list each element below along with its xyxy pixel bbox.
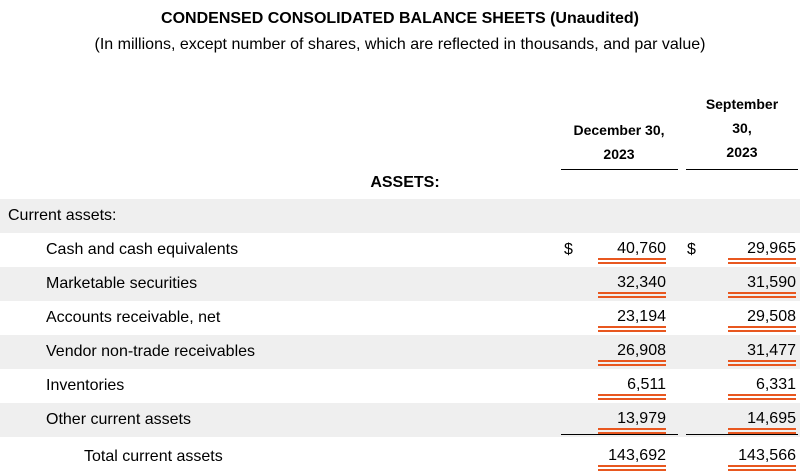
row-label: Marketable securities	[46, 275, 198, 292]
value-text: 29,965	[747, 240, 796, 257]
value-text: 6,511	[627, 376, 666, 393]
value-september: 6,331	[728, 374, 796, 400]
value-december: 40,760	[598, 238, 666, 264]
value-text: 143,566	[738, 447, 796, 464]
value-text: 23,194	[617, 308, 666, 325]
value-december: 143,692	[598, 445, 666, 471]
table-row-current-assets: Current assets:	[0, 199, 800, 233]
table-row-accounts-receivable: Accounts receivable, net 23,194 29,508	[0, 301, 800, 335]
statement-subtitle: (In millions, except number of shares, w…	[94, 36, 706, 53]
value-december: 6,511	[598, 374, 666, 400]
table-row-vendor-receivables: Vendor non-trade receivables 26,908 31,4…	[0, 335, 800, 369]
value-december: 13,979	[598, 408, 666, 434]
value-text: 6,331	[755, 376, 796, 393]
value-text: 32,340	[617, 274, 666, 291]
row-label: Other current assets	[46, 411, 191, 428]
currency-symbol-december: $	[564, 241, 573, 258]
value-text: 31,477	[747, 342, 796, 359]
table-row-marketable-securities: Marketable securities 32,340 31,590	[0, 267, 800, 301]
table-row-other-current-assets: Other current assets 13,979 14,695	[0, 403, 800, 437]
column-header-rule-september	[686, 169, 798, 170]
subtotal-rule-december	[561, 434, 678, 435]
subtotal-rule-september	[686, 434, 798, 435]
value-text: 26,908	[617, 342, 666, 359]
value-text: 29,508	[747, 308, 796, 325]
value-text: 40,760	[617, 240, 666, 257]
value-december: 32,340	[598, 272, 666, 298]
value-text: 14,695	[747, 410, 796, 427]
row-label: Total current assets	[84, 448, 223, 465]
table-row-total-current-assets: Total current assets 143,692 143,566	[0, 440, 800, 474]
table-row-cash: Cash and cash equivalents $ 40,760 $ 29,…	[0, 233, 800, 267]
value-september: 14,695	[728, 408, 796, 434]
row-label: Current assets:	[8, 207, 117, 224]
row-label: Vendor non-trade receivables	[46, 343, 256, 360]
column-header-september-line2: 30,	[732, 120, 752, 136]
currency-symbol-september: $	[687, 241, 696, 258]
row-label: Cash and cash equivalents	[46, 241, 239, 258]
column-header-september-line3: 2023	[726, 144, 758, 160]
column-header-december-line2: 2023	[603, 146, 635, 162]
table-row-inventories: Inventories 6,511 6,331	[0, 369, 800, 403]
value-text: 31,590	[747, 274, 796, 291]
column-header-rule-december	[561, 169, 678, 170]
value-september: 143,566	[728, 445, 796, 471]
row-label: Inventories	[46, 377, 125, 394]
column-header-september: September 30, 2023	[686, 92, 798, 164]
value-september: 31,590	[728, 272, 796, 298]
column-header-september-line1: September	[705, 96, 779, 112]
value-december: 23,194	[598, 306, 666, 332]
value-september: 31,477	[728, 340, 796, 366]
row-label: Accounts receivable, net	[46, 309, 221, 326]
statement-title: CONDENSED CONSOLIDATED BALANCE SHEETS (U…	[161, 10, 639, 27]
value-december: 26,908	[598, 340, 666, 366]
value-text: 143,692	[608, 447, 666, 464]
value-september: 29,965	[728, 238, 796, 264]
section-title-assets: ASSETS:	[370, 174, 440, 191]
value-september: 29,508	[728, 306, 796, 332]
column-header-december: December 30, 2023	[560, 118, 678, 166]
value-text: 13,979	[617, 410, 666, 427]
column-header-december-line1: December 30,	[573, 122, 665, 138]
